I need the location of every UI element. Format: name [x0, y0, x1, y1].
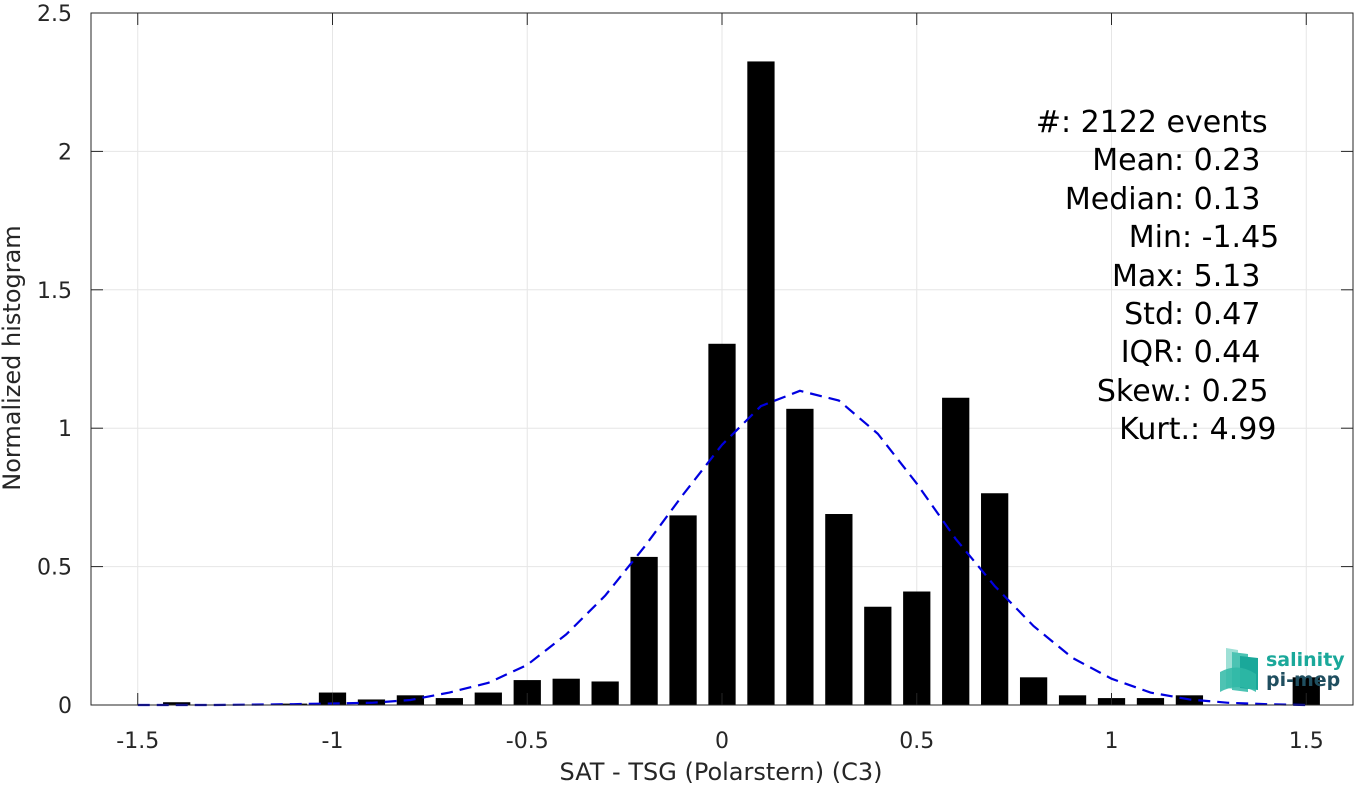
histogram-bar-21 — [981, 493, 1009, 705]
histogram-bar-25 — [1136, 698, 1165, 705]
x-tick-label-5: 1 — [1105, 729, 1119, 754]
x-tick-label-3: 0 — [715, 729, 729, 754]
stat-value-3: : -1.45 — [1182, 220, 1279, 255]
x-tick-label-4: 0.5 — [899, 729, 934, 754]
histogram-bar-12 — [630, 556, 658, 705]
stat-label-4: Max — [1112, 259, 1174, 294]
axis-ticks — [91, 12, 1353, 706]
histogram-bar-15 — [747, 61, 775, 705]
stat-value-0: : 2122 events — [1061, 105, 1268, 140]
stat-value-7: : 0.25 — [1182, 374, 1268, 409]
logo-mark-icon — [1220, 648, 1258, 692]
y-tick-label-0: 0 — [58, 694, 72, 719]
stat-value-6: : 0.44 — [1174, 335, 1260, 370]
stat-value-8: : 4.99 — [1190, 412, 1276, 447]
stat-value-2: : 0.13 — [1174, 182, 1260, 217]
salinity-pi-mep-logo: salinity pi-mep — [1220, 648, 1345, 692]
stat-label-2: Median — [1065, 182, 1174, 217]
x-tick-label-1: -1 — [322, 729, 344, 754]
stat-value-1: : 0.23 — [1174, 143, 1260, 178]
stat-label-3: Min — [1129, 220, 1182, 255]
y-tick-label-1: 0.5 — [37, 556, 72, 581]
x-tick-label-2: -0.5 — [506, 729, 549, 754]
histogram-bar-14 — [708, 343, 736, 705]
logo-line2: pi-mep — [1266, 669, 1340, 691]
histogram-bar-11 — [591, 681, 619, 705]
stat-value-4: : 5.13 — [1174, 259, 1260, 294]
histogram-bar-7 — [435, 698, 463, 705]
histogram-bar-23 — [1058, 695, 1087, 705]
histogram-bar-19 — [903, 591, 931, 705]
y-tick-label-5: 2.5 — [37, 2, 72, 27]
histogram-bar-0 — [163, 702, 191, 705]
stat-label-0: # — [1036, 105, 1061, 140]
histogram-bar-10 — [552, 678, 580, 705]
histogram-bar-22 — [1019, 677, 1048, 705]
y-tick-labels: 0 0.5 1 1.5 2 2.5 — [37, 2, 72, 719]
fit-curve-group — [137, 389, 1307, 707]
y-tick-label-3: 1.5 — [37, 279, 72, 304]
histogram-bar-17 — [825, 514, 853, 705]
histogram-bar-8 — [474, 692, 502, 705]
stat-value-5: : 0.47 — [1174, 297, 1260, 332]
x-tick-labels: -1.5 -1 -0.5 0 0.5 1 1.5 — [116, 729, 1323, 754]
stat-label-6: IQR — [1121, 335, 1174, 370]
fit-curve — [137, 389, 1307, 707]
histogram-bar-20 — [942, 397, 970, 705]
stat-label-7: Skew. — [1097, 374, 1182, 409]
y-tick-label-2: 1 — [58, 417, 72, 442]
stat-label-8: Kurt. — [1119, 412, 1190, 447]
x-axis-label: SAT - TSG (Polarstern) (C3) — [560, 758, 883, 785]
stat-label-1: Mean — [1092, 143, 1174, 178]
histogram-bar-16 — [786, 408, 814, 705]
histogram-bar-13 — [669, 515, 697, 705]
y-axis-label: Normalized histogram — [0, 225, 26, 490]
x-tick-label-6: 1.5 — [1289, 729, 1324, 754]
stat-label-5: Std — [1124, 297, 1174, 332]
x-tick-label-0: -1.5 — [116, 729, 159, 754]
histogram-bar-18 — [864, 606, 892, 705]
logo-line1: salinity — [1266, 649, 1345, 671]
y-tick-label-4: 2 — [58, 140, 72, 165]
